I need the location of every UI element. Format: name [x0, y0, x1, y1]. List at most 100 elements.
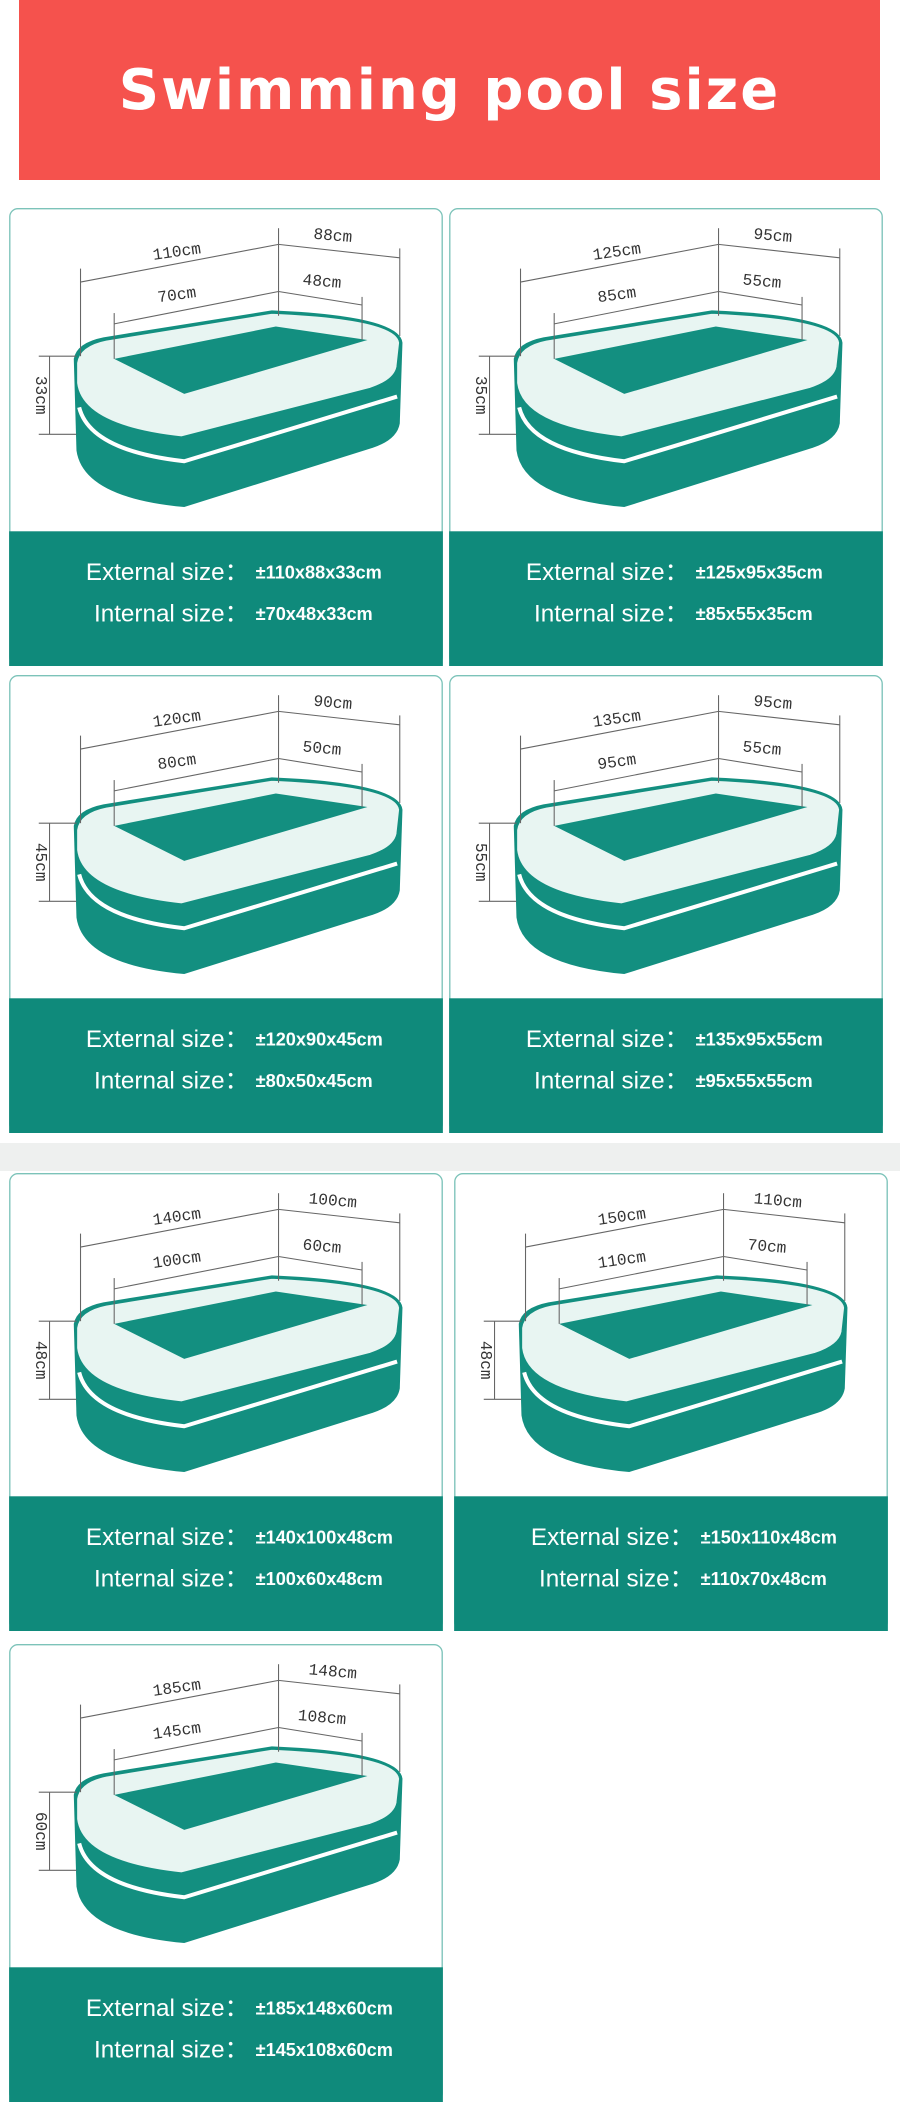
- external-value: ±120x90x45cm: [256, 1029, 383, 1049]
- dimension-label: 108cm: [297, 1707, 347, 1729]
- dimension-label: 55cm: [471, 843, 489, 882]
- dimension-line: [114, 757, 279, 792]
- external-value: ±135x95x55cm: [696, 1029, 823, 1049]
- dimension-label: 95cm: [753, 226, 793, 247]
- dimension-line: [278, 1679, 400, 1695]
- dimension-line: [723, 1255, 808, 1271]
- dimension-line: [718, 710, 840, 726]
- info-band: [9, 531, 443, 666]
- pool-card: 125cm 95cm 85cm 55cm 35cm External size： ±125x…: [449, 208, 883, 666]
- dimension-label: 85cm: [596, 284, 637, 307]
- dimension-label: 148cm: [308, 1661, 358, 1683]
- pool-band: [77, 861, 398, 931]
- dimension-line: [114, 1255, 279, 1290]
- header: Swimming pool size: [19, 0, 880, 180]
- dimension-label: 90cm: [313, 693, 353, 714]
- internal-label: Internal size：: [539, 1566, 694, 1593]
- dimension-line: [525, 1208, 724, 1248]
- external-label: External size：: [531, 1524, 694, 1551]
- dimension-line: [718, 290, 803, 306]
- dimension-line: [114, 290, 279, 325]
- internal-value: ±85x55x35cm: [696, 604, 813, 624]
- internal-label: Internal size：: [534, 1068, 689, 1095]
- dimension-label: 88cm: [313, 226, 353, 247]
- dimension-line: [278, 1726, 363, 1742]
- internal-value: ±95x55x55cm: [696, 1071, 813, 1091]
- dimension-label: 55cm: [742, 271, 782, 292]
- external-label: External size：: [86, 1026, 249, 1053]
- internal-label: Internal size：: [94, 1068, 249, 1095]
- internal-value: ±100x60x48cm: [256, 1569, 383, 1589]
- dimension-label: 50cm: [302, 738, 342, 759]
- title: Swimming pool size: [118, 57, 781, 123]
- dimension-line: [554, 290, 719, 325]
- dimension-label: 95cm: [753, 693, 793, 714]
- internal-label: Internal size：: [94, 2037, 249, 2064]
- dimension-line: [278, 1208, 400, 1224]
- dimension-label: 95cm: [596, 751, 637, 774]
- dimension-label: 80cm: [156, 751, 197, 774]
- dimension-line: [520, 710, 719, 750]
- dimension-label: 70cm: [747, 1236, 787, 1257]
- external-value: ±150x110x48cm: [701, 1527, 837, 1547]
- dimension-line: [278, 757, 363, 773]
- info-band: [9, 1496, 443, 1631]
- info-band: [449, 531, 883, 666]
- dimension-label: 110cm: [753, 1190, 803, 1212]
- dimension-label: 55cm: [742, 738, 782, 759]
- dimension-label: 48cm: [31, 1341, 49, 1380]
- external-value: ±140x100x48cm: [256, 1527, 393, 1547]
- internal-label: Internal size：: [534, 601, 689, 628]
- info-band: [449, 998, 883, 1133]
- dimension-line: [80, 1679, 279, 1719]
- pool-water: [114, 1762, 368, 1830]
- pool-water: [559, 1291, 813, 1359]
- pool-band: [77, 1359, 398, 1429]
- external-value: ±185x148x60cm: [256, 1998, 393, 2018]
- external-value: ±125x95x35cm: [696, 562, 823, 582]
- dimension-line: [559, 1255, 724, 1290]
- dimension-line: [554, 757, 719, 792]
- dimension-line: [114, 1726, 279, 1761]
- dimension-line: [520, 243, 719, 283]
- info-band: [454, 1496, 888, 1631]
- internal-label: Internal size：: [94, 601, 249, 628]
- dimension-line: [80, 710, 279, 750]
- dimension-label: 45cm: [31, 843, 49, 882]
- separator: [0, 1143, 900, 1171]
- dimension-line: [80, 1208, 279, 1248]
- dimension-label: 48cm: [302, 271, 342, 292]
- dimension-label: 100cm: [308, 1190, 358, 1212]
- dimension-label: 33cm: [31, 376, 49, 415]
- pool-card: 135cm 95cm 95cm 55cm 55cm External size： ±135x…: [449, 675, 883, 1133]
- dimension-label: 60cm: [31, 1812, 49, 1851]
- internal-value: ±80x50x45cm: [256, 1071, 373, 1091]
- dimension-label: 60cm: [302, 1236, 342, 1257]
- pool-card: 110cm 88cm 70cm 48cm 33cm External size： ±110x…: [9, 208, 443, 666]
- external-label: External size：: [526, 1026, 689, 1053]
- pool-card: 140cm 100cm 100cm 60cm 48cm External size： ±14…: [9, 1173, 443, 1631]
- internal-value: ±70x48x33cm: [256, 604, 373, 624]
- pool-card: 150cm 110cm 110cm 70cm 48cm External size： ±15…: [454, 1173, 888, 1631]
- dimension-line: [278, 1255, 363, 1271]
- dimension-line: [80, 243, 279, 283]
- dimension-line: [278, 710, 400, 726]
- dimension-line: [718, 243, 840, 259]
- external-label: External size：: [86, 1524, 249, 1551]
- dimension-line: [278, 243, 400, 259]
- info-band: [9, 1967, 443, 2102]
- external-label: External size：: [86, 559, 249, 586]
- pool-water: [114, 326, 368, 394]
- info-band: [9, 998, 443, 1133]
- pool-card: 120cm 90cm 80cm 50cm 45cm External size： ±120x…: [9, 675, 443, 1133]
- dimension-line: [278, 290, 363, 306]
- internal-value: ±145x108x60cm: [256, 2040, 393, 2060]
- internal-value: ±110x70x48cm: [701, 1569, 827, 1589]
